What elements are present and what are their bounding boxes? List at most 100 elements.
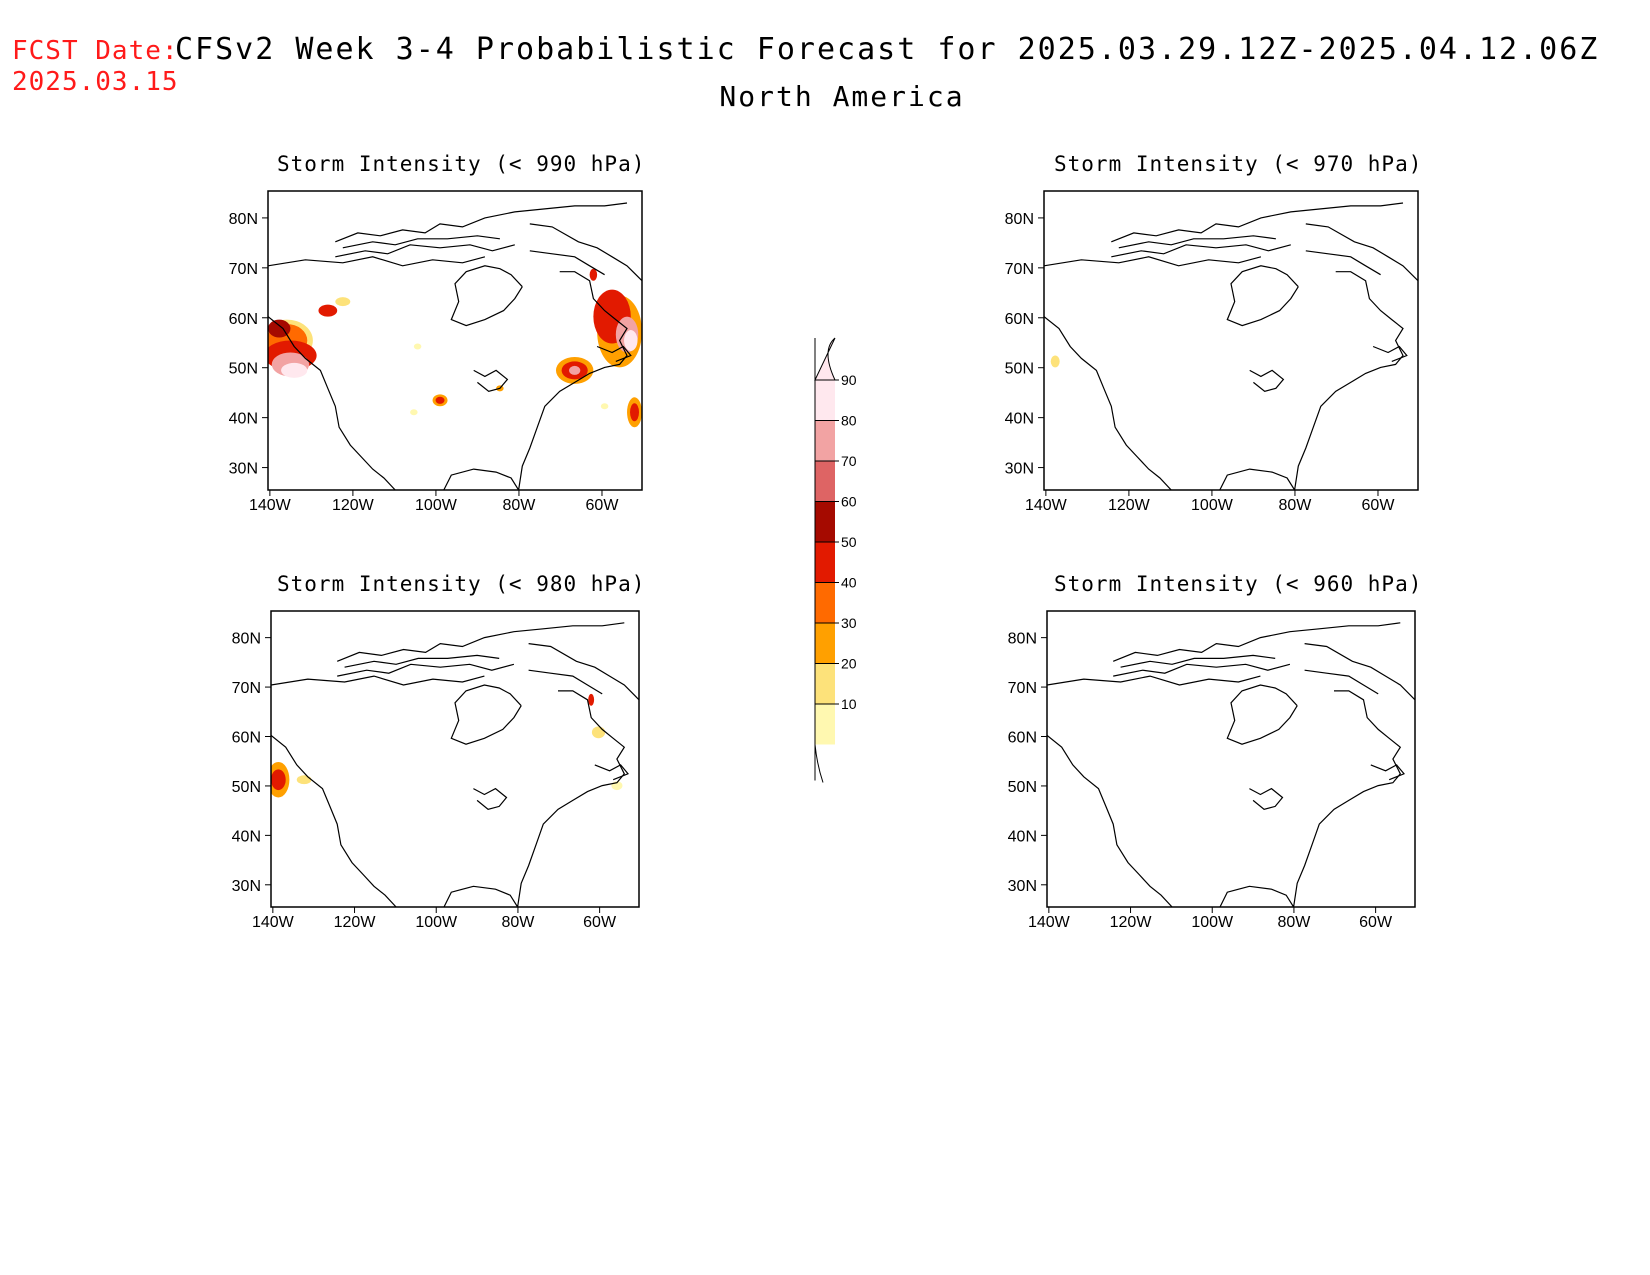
coastline xyxy=(342,235,500,249)
probability-area xyxy=(268,319,291,338)
lat-tick-label: 80N xyxy=(1008,631,1037,648)
probability-area xyxy=(410,409,418,416)
lon-tick-label: 60W xyxy=(586,497,620,514)
probability-area xyxy=(318,304,338,317)
region-name: North America xyxy=(719,80,965,113)
coastline xyxy=(1047,734,1173,907)
lon-tick-label: 60W xyxy=(583,914,617,931)
map-fill-990 xyxy=(268,202,642,490)
coastline xyxy=(336,622,625,662)
lon-tick-label: 80W xyxy=(1279,497,1313,514)
lon-tick-label: 140W xyxy=(1025,497,1068,514)
lat-tick-label: 70N xyxy=(1005,261,1034,278)
probability-area xyxy=(281,362,308,378)
colorbar-swatch xyxy=(815,420,835,461)
coastline xyxy=(1120,654,1276,668)
lat-tick-label: 50N xyxy=(1005,361,1034,378)
coastline xyxy=(337,663,515,677)
lat-tick-label: 80N xyxy=(1005,211,1034,228)
coastline xyxy=(1226,684,1298,745)
lon-tick-label: 140W xyxy=(1028,914,1071,931)
map-fill-980 xyxy=(271,622,639,907)
coastline xyxy=(335,202,628,243)
colorbar-swatch xyxy=(815,623,835,664)
coastline xyxy=(1304,643,1415,701)
colorbar-swatch xyxy=(815,542,835,583)
coastline xyxy=(1044,316,1172,490)
lat-tick-label: 40N xyxy=(232,828,261,845)
map-panel-980: 80N 70N 60N 50N 40N 30N 140W 120W 100W 80W 60W xyxy=(232,610,640,931)
colorbar-label: 40 xyxy=(841,575,857,591)
map-panel-960: 80N 70N 60N 50N 40N 30N 140W 120W 100W 80W 60W xyxy=(1008,610,1416,931)
lat-tick-label: 30N xyxy=(232,878,261,895)
colorbar: 90 80 70 60 50 40 30 20 10 xyxy=(814,337,857,783)
lat-tick-label: 60N xyxy=(229,311,258,328)
colorbar-swatch xyxy=(815,663,835,704)
lon-tick-label: 100W xyxy=(415,914,458,931)
lat-tick-label: 30N xyxy=(1008,878,1037,895)
lon-tick-label: 120W xyxy=(332,497,375,514)
map-panel-990: 80N 70N 60N 50N 40N 30N 140W 120W 100W 80W 60W xyxy=(229,190,643,514)
coastline xyxy=(271,734,397,907)
map-frame xyxy=(270,610,640,908)
coastline xyxy=(528,643,639,701)
lon-tick-label: 120W xyxy=(1110,914,1153,931)
coastline xyxy=(1226,265,1299,327)
coastline xyxy=(1111,244,1291,258)
probability-area xyxy=(624,330,638,351)
probability-area xyxy=(600,403,609,410)
probability-area xyxy=(630,403,640,422)
forecast-date-label: FCST Date: xyxy=(12,36,179,66)
coastline xyxy=(1044,256,1262,267)
coastline xyxy=(1113,663,1291,677)
coastline xyxy=(450,684,522,745)
colorbar-swatch xyxy=(815,380,835,421)
panel-title-960: Storm Intensity (< 960 hPa) xyxy=(1054,572,1423,596)
coastline xyxy=(1305,223,1418,282)
lon-tick-label: 100W xyxy=(1191,914,1234,931)
coastline xyxy=(1111,202,1404,243)
panel-title-970: Storm Intensity (< 970 hPa) xyxy=(1054,152,1423,176)
lat-tick-label: 60N xyxy=(1005,311,1034,328)
coastline xyxy=(344,654,500,668)
lat-tick-label: 70N xyxy=(229,261,258,278)
coastline xyxy=(1118,235,1276,249)
coastline xyxy=(1047,675,1261,686)
colorbar-swatch xyxy=(815,461,835,502)
colorbar-label: 20 xyxy=(841,656,857,672)
coastline xyxy=(473,369,509,392)
lat-tick-label: 50N xyxy=(1008,779,1037,796)
lat-tick-label: 80N xyxy=(229,211,258,228)
coastline xyxy=(450,265,523,327)
page-title: CFSv2 Week 3-4 Probabilistic Forecast fo… xyxy=(175,32,1600,67)
coastline xyxy=(268,256,486,267)
coastline xyxy=(271,675,485,686)
coastline xyxy=(1304,669,1379,695)
coastline xyxy=(1249,369,1285,392)
lon-tick-label: 100W xyxy=(415,497,458,514)
colorbar-swatch xyxy=(815,582,835,623)
lon-tick-label: 80W xyxy=(503,497,537,514)
lon-tick-label: 140W xyxy=(252,914,295,931)
lon-tick-label: 140W xyxy=(249,497,292,514)
lat-tick-label: 60N xyxy=(232,730,261,747)
colorbar-label: 60 xyxy=(841,494,857,510)
coastline xyxy=(268,316,396,490)
colorbar-top-cap xyxy=(814,337,836,381)
coastline xyxy=(443,690,626,907)
lat-tick-label: 50N xyxy=(229,361,258,378)
lon-tick-label: 80W xyxy=(501,914,535,931)
probability-area xyxy=(588,693,595,706)
map-fill-970 xyxy=(1044,202,1418,490)
lat-tick-label: 50N xyxy=(232,779,261,796)
coastline xyxy=(529,223,642,282)
lat-tick-label: 80N xyxy=(232,631,261,648)
lat-tick-label: 60N xyxy=(1008,730,1037,747)
probability-area xyxy=(569,365,581,375)
coastline xyxy=(1372,345,1408,362)
colorbar-label: 30 xyxy=(841,615,857,631)
region-title: North America xyxy=(0,80,1650,113)
colorbar-swatch xyxy=(815,704,835,745)
coastline xyxy=(529,250,605,276)
